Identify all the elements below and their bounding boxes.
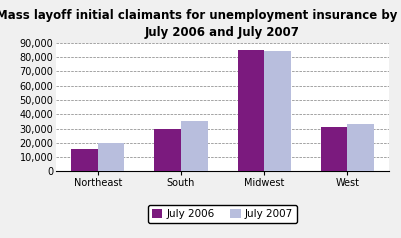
Bar [237,50,264,171]
Bar [264,51,291,171]
Bar [71,149,98,171]
Bar [181,121,208,171]
Bar [154,129,181,171]
Legend: July 2006, July 2007: July 2006, July 2007 [148,205,298,223]
Bar [347,124,374,171]
Bar [98,143,124,171]
Bar [321,127,347,171]
Title: Mass layoff initial claimants for unemployment insurance by region,
July 2006 an: Mass layoff initial claimants for unempl… [0,9,401,39]
